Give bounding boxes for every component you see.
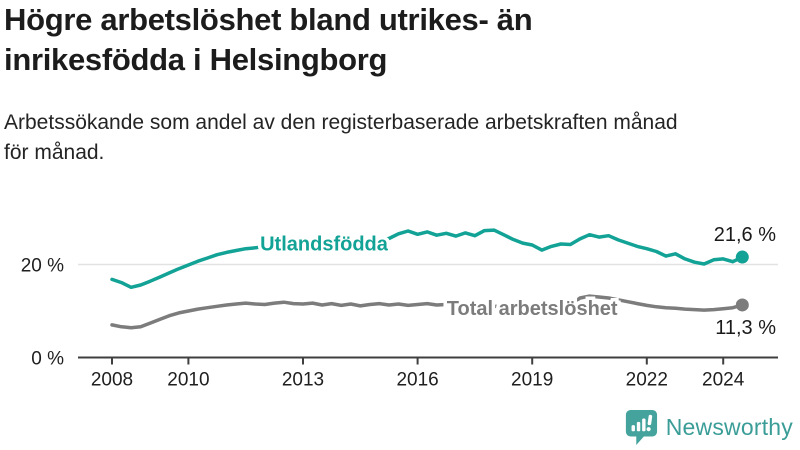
x-tick-label: 2019	[511, 370, 553, 391]
series-end-value: 11,3 %	[715, 317, 776, 339]
bar-chart-speech-bubble-icon	[625, 409, 657, 445]
y-tick-label: 0 %	[31, 349, 64, 370]
x-tick-label: 2024	[702, 370, 745, 391]
series-end-dot	[735, 298, 749, 312]
chart-title: Högre arbetslöshet bland utrikes- än inr…	[4, 0, 533, 80]
x-tick-label: 2016	[396, 370, 438, 391]
chart-subtitle-line-2: för månad.	[4, 141, 105, 164]
series-line	[110, 228, 745, 290]
newsworthy-logo[interactable]: Newsworthy	[624, 408, 793, 446]
y-tick-label: 20 %	[21, 256, 64, 277]
chart-subtitle: Arbetssökande som andel av den registerb…	[4, 108, 678, 168]
newsworthy-logo-text: Newsworthy	[665, 413, 793, 440]
x-tick-label: 2008	[91, 370, 133, 391]
series-end-dot	[735, 250, 749, 264]
chart-subtitle-line-1: Arbetssökande som andel av den registerb…	[4, 111, 678, 134]
x-tick-label: 2010	[167, 370, 209, 391]
chart-title-line-1: Högre arbetslöshet bland utrikes- än	[4, 2, 533, 37]
series-line	[110, 294, 745, 330]
chart-title-line-2: inrikesfödda i Helsingborg	[4, 42, 388, 77]
series-label: Utlandsfödda	[260, 234, 389, 256]
x-tick-label: 2022	[626, 370, 668, 391]
unemployment-line-chart: 0 % 20 % 2008 2010 2013 2016 2019 2022 2024 Utlan…	[21, 224, 778, 391]
x-tick-label: 2013	[282, 370, 324, 391]
series-end-value: 21,6 %	[714, 224, 776, 246]
series-label: Total arbetslöshet	[447, 298, 618, 320]
